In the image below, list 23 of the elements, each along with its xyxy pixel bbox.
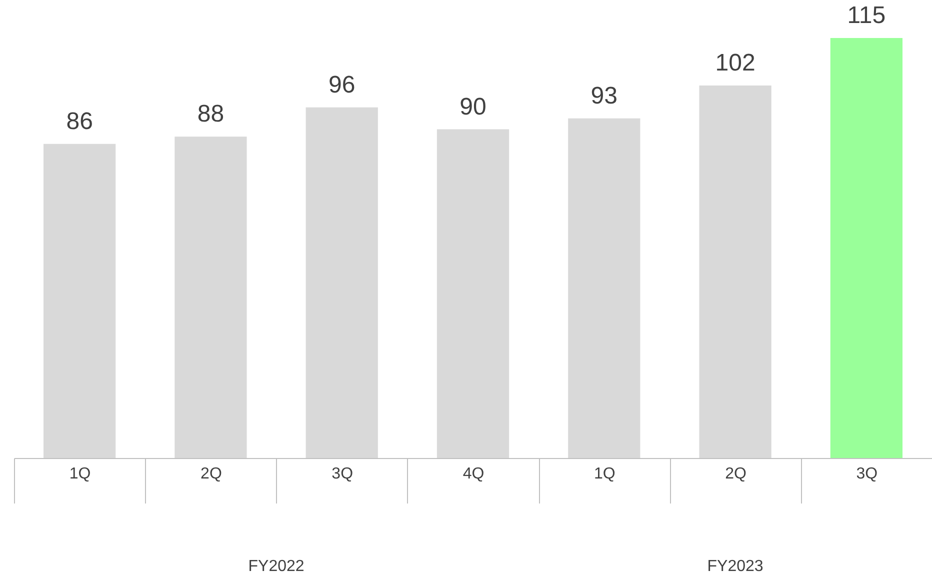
x-tick-label: 2Q [200,466,222,482]
bar [174,136,247,458]
data-label: 86 [66,108,93,135]
bar [830,38,902,458]
data-label: 88 [197,100,224,128]
bar [568,118,640,458]
x-tick-label: 3Q [332,466,354,482]
x-tick-label: 1Q [69,466,91,482]
x-tick-label: 4Q [462,466,484,482]
bar [436,129,510,458]
data-label: 96 [328,71,356,98]
data-label: 90 [460,93,486,120]
data-label: 102 [715,49,756,76]
data-label: 93 [590,82,618,110]
bar [306,107,378,458]
x-tick-label: 2Q [725,466,746,482]
data-label: 115 [847,2,886,29]
text: FY2023 [707,558,764,575]
bar [699,85,772,458]
x-tick-label: 1Q [594,466,616,482]
x-tick-label: 3Q [856,466,878,482]
text: FY2022 [248,558,304,575]
bar [44,144,116,458]
